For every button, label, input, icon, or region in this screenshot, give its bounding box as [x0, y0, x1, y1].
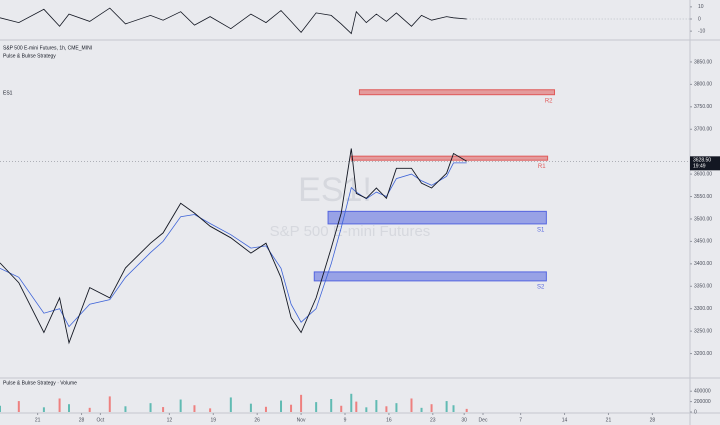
volume-bar [355, 401, 358, 412]
volume-title: Pulse & Bulrse Strategy · Volume [3, 380, 77, 386]
volume-bar [420, 407, 423, 412]
x-tick-label: 30 [461, 417, 467, 423]
y-tick-label: 3400.00 [694, 261, 712, 267]
volume-bar [42, 407, 45, 412]
volume-bar [375, 400, 378, 412]
volume-tick-label: 200000 [694, 399, 711, 405]
zone-label: R2 [545, 98, 553, 104]
zone [313, 271, 547, 282]
volume-bar [395, 403, 398, 412]
volume-bar [58, 398, 61, 412]
volume-bar [162, 407, 165, 412]
volume-bar [229, 397, 232, 412]
x-tick-label: 9 [344, 417, 347, 423]
oscillator-line [0, 7, 467, 35]
volume-bar [149, 403, 152, 412]
volume-bar [340, 405, 343, 412]
osc-tick-label: 10 [698, 4, 704, 10]
price-label: 3628.50 [693, 158, 711, 164]
volume-bar [124, 406, 127, 412]
osc-tick-label: 0 [698, 16, 701, 22]
x-tick-label: 14 [562, 417, 568, 423]
volume-bar [385, 406, 388, 412]
y-tick-label: 3850.00 [694, 59, 712, 65]
y-tick-label: 3250.00 [694, 328, 712, 334]
price-line [0, 148, 467, 345]
volume-bar [249, 403, 252, 412]
zone-label: R1 [538, 164, 546, 170]
x-tick-label: 28 [650, 417, 656, 423]
symbol-tag: ES1 [3, 90, 13, 96]
y-tick-label: 3450.00 [694, 239, 712, 245]
volume-bar [430, 404, 433, 412]
indicator-name: Pulse & Bulrse Strategy [3, 53, 56, 59]
y-tick-label: 3200.00 [694, 351, 712, 357]
y-tick-label: 3350.00 [694, 284, 712, 290]
volume-bar [350, 393, 353, 412]
time-label: 19:49 [693, 164, 706, 170]
x-tick-label: 28 [79, 417, 85, 423]
volume-bar [179, 399, 182, 412]
volume-bar [193, 405, 196, 412]
price-line [0, 162, 467, 328]
volume-bar [17, 401, 20, 412]
osc-tick-label: -10 [698, 28, 705, 34]
x-tick-label: 21 [35, 417, 41, 423]
x-tick-label: 7 [519, 417, 522, 423]
y-tick-label: 3700.00 [694, 127, 712, 133]
volume-bar [280, 400, 283, 412]
volume-bar [68, 404, 70, 412]
y-tick-label: 3750.00 [694, 104, 712, 110]
zone [327, 210, 547, 225]
x-tick-label: 23 [430, 417, 436, 423]
zone-label: S2 [537, 284, 545, 290]
volume-bar [365, 407, 368, 412]
volume-bar [88, 407, 91, 412]
y-tick-label: 3300.00 [694, 306, 712, 312]
volume-bar [300, 394, 303, 412]
volume-bar [330, 399, 333, 412]
price-label-box [690, 156, 720, 171]
volume-bar [465, 408, 468, 412]
volume-bar [209, 408, 212, 412]
y-tick-label: 3500.00 [694, 216, 712, 222]
volume-bar [445, 401, 448, 412]
x-tick-label: 16 [386, 417, 392, 423]
volume-bar [264, 406, 267, 412]
y-tick-label: 3550.00 [694, 194, 712, 200]
zone-label: S1 [537, 227, 545, 233]
x-tick-label: Dec [479, 417, 488, 423]
x-tick-label: Nov [297, 417, 306, 423]
volume-tick-label: 0 [694, 409, 697, 415]
volume-bar [315, 402, 318, 412]
plot-layer: 21 28 Oct 12 19 26 Nov 9 16 23 30 Dec 7 14 21 28 3200.00… [0, 4, 720, 423]
zone [350, 155, 549, 161]
x-tick-label: 12 [167, 417, 173, 423]
y-tick-label: 3800.00 [694, 82, 712, 88]
volume-bar [290, 404, 293, 412]
volume-bar [0, 405, 1, 412]
volume-tick-label: 400000 [694, 389, 711, 395]
chart-title: S&P 500 E-mini Futures, 1h, CME_MINI [3, 45, 92, 51]
zone [358, 89, 556, 96]
volume-bar [452, 405, 455, 412]
y-tick-label: 3600.00 [694, 171, 712, 177]
x-tick-label: Oct [96, 417, 104, 423]
volume-bar [410, 398, 413, 412]
x-tick-label: 19 [210, 417, 216, 423]
volume-bar [108, 396, 111, 412]
x-tick-label: 26 [254, 417, 260, 423]
x-tick-label: 21 [606, 417, 612, 423]
watermark-symbol: ES1! [298, 171, 372, 209]
watermark-name: S&P 500 E-mini Futures [270, 223, 431, 240]
